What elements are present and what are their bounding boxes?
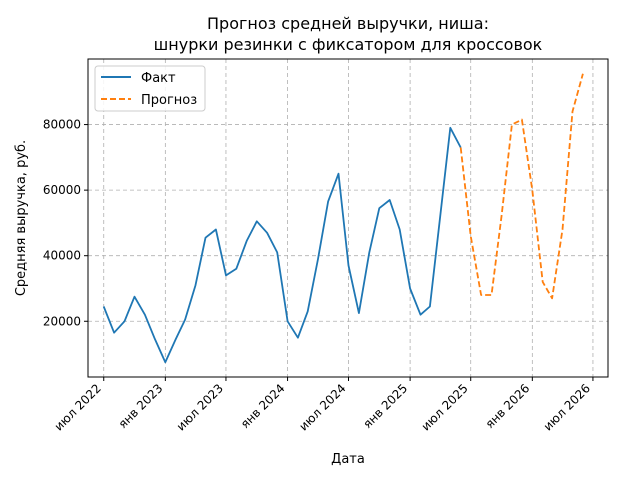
x-tick-label: июл 2025: [419, 381, 471, 433]
legend-label-fact: Факт: [141, 71, 176, 86]
series-line-forecast: [459, 73, 584, 300]
series-line-fact: [102, 126, 462, 364]
legend: Факт Прогноз: [94, 65, 206, 112]
chart-title-line1: Прогноз средней выручки, ниша:: [207, 14, 489, 33]
y-tick-label: 20000: [43, 314, 81, 328]
y-tick-label: 80000: [43, 118, 81, 132]
x-tick-label: июл 2024: [296, 381, 348, 433]
series-layer: [102, 73, 584, 364]
x-tick-label: янв 2025: [360, 381, 410, 431]
x-axis-label: Дата: [331, 452, 365, 467]
plot-frame: [87, 58, 609, 378]
x-tick-label: июл 2026: [541, 381, 593, 433]
x-tick-label: янв 2023: [116, 381, 166, 431]
chart-title-line2: шнурки резинки с фиксатором для кроссово…: [154, 35, 543, 54]
y-axis-label: Средняя выручка, руб.: [14, 140, 29, 296]
y-tick-label: 40000: [43, 249, 81, 263]
x-tick-label: июл 2023: [174, 381, 226, 433]
legend-label-forecast: Прогноз: [141, 93, 197, 108]
x-tick-label: янв 2024: [238, 381, 288, 431]
x-axis: июл 2022 янв 2023 июл 2023 янв 2024 июл 2024…: [52, 377, 594, 434]
y-axis: 20000 40000 60000 80000: [43, 118, 88, 328]
y-tick-label: 60000: [43, 183, 81, 197]
x-tick-label: июл 2022: [52, 381, 104, 433]
x-tick-label: янв 2026: [483, 381, 533, 431]
